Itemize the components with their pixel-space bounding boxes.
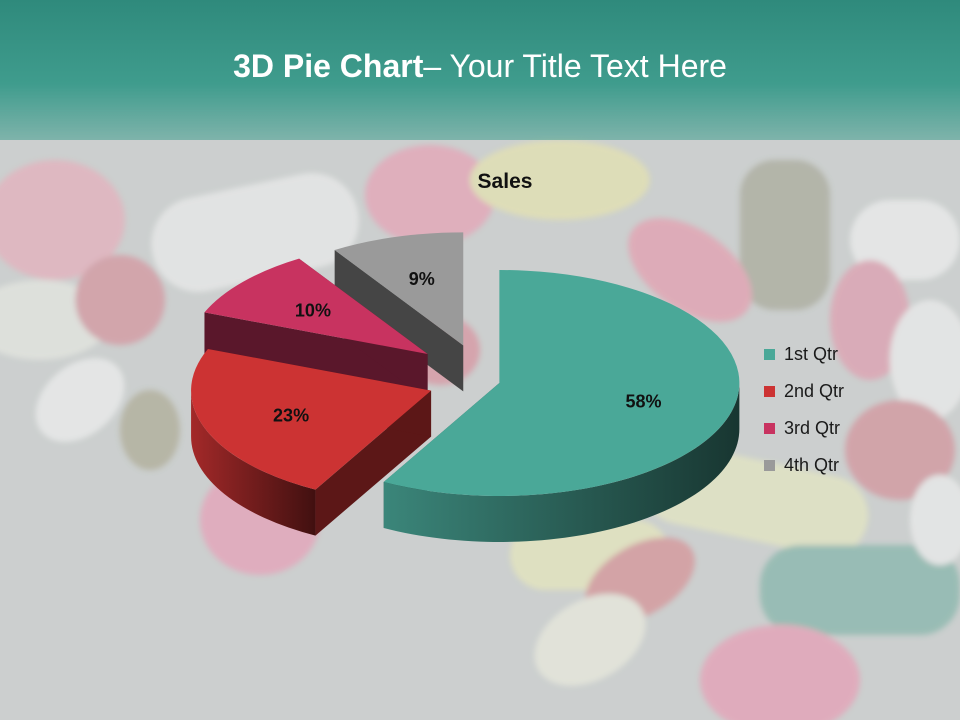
legend-label: 1st Qtr xyxy=(784,344,839,364)
legend-label: 3rd Qtr xyxy=(784,418,841,438)
legend-swatch xyxy=(764,386,775,397)
pie-slice-top xyxy=(191,348,432,490)
pie-slice-3 xyxy=(204,258,428,400)
data-label-4: 9% xyxy=(409,269,435,289)
legend-item-2: 2nd Qtr xyxy=(764,373,844,410)
pie-slice-wall xyxy=(204,312,428,400)
pie-slice-1 xyxy=(383,269,740,542)
legend-item-3: 3rd Qtr xyxy=(764,410,844,447)
legend-swatch xyxy=(764,349,775,360)
pie-slice-wall xyxy=(334,250,464,392)
legend-swatch xyxy=(764,460,775,471)
chart-legend: 1st Qtr 2nd Qtr 3rd Qtr 4th Qtr xyxy=(764,336,844,484)
legend-item-1: 1st Qtr xyxy=(764,336,844,373)
pie-slice-4 xyxy=(334,232,464,392)
pie-slice-side xyxy=(191,390,316,536)
slide-title: 3D Pie Chart– Your Title Text Here xyxy=(0,48,960,85)
pie-slice-top xyxy=(334,232,464,346)
chart-title: Sales xyxy=(478,170,533,193)
legend-swatch xyxy=(764,423,775,434)
pie-slice-top xyxy=(383,269,740,496)
data-label-3: 10% xyxy=(295,300,331,320)
pie-slice-2 xyxy=(191,348,432,536)
legend-label: 4th Qtr xyxy=(784,455,840,475)
slide-title-bold: 3D Pie Chart xyxy=(233,48,424,84)
legend-label: 2nd Qtr xyxy=(784,381,845,401)
title-band xyxy=(0,0,960,140)
pie-slice-side xyxy=(383,382,740,542)
pie-slice-top xyxy=(204,258,428,354)
data-label-2: 23% xyxy=(273,405,309,425)
legend-item-4: 4th Qtr xyxy=(764,447,844,484)
data-label-1: 58% xyxy=(625,391,661,411)
slide-title-rest: – Your Title Text Here xyxy=(423,48,727,84)
